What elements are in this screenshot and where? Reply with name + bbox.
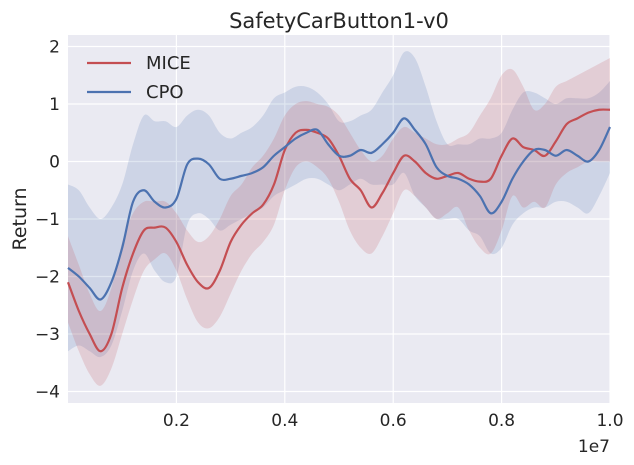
y-axis-label: Return — [9, 187, 31, 250]
chart-title: SafetyCarButton1-v0 — [229, 9, 449, 33]
x-tick-label: 0.4 — [271, 411, 298, 431]
y-tick-label: 1 — [49, 95, 60, 115]
y-tick-label: −2 — [35, 268, 60, 288]
legend: MICE CPO — [87, 53, 191, 103]
band-cpo — [68, 51, 610, 358]
y-tick-label: 2 — [49, 38, 60, 58]
legend-label-mice: MICE — [146, 53, 191, 74]
y-tick-label: −3 — [35, 325, 60, 345]
x-tick-label: 0.6 — [380, 411, 407, 431]
y-tick-label: −1 — [35, 210, 60, 230]
confidence-bands — [68, 51, 610, 386]
line-cpo — [67, 117, 611, 301]
legend-label-cpo: CPO — [146, 82, 184, 103]
axes: −4 −3 −2 −1 0 1 2 0.2 0.4 0.6 0.8 1.0 — [35, 38, 624, 432]
band-mice — [68, 58, 610, 386]
grid — [68, 35, 611, 403]
y-tick-label: −4 — [35, 383, 60, 403]
series-lines — [66, 108, 611, 353]
x-axis-offset-label: 1e7 — [578, 437, 610, 457]
x-tick-label: 0.8 — [488, 411, 515, 431]
y-tick-label: 0 — [49, 153, 60, 173]
x-tick-label: 0.2 — [163, 411, 190, 431]
x-tick-label: 1.0 — [596, 411, 623, 431]
